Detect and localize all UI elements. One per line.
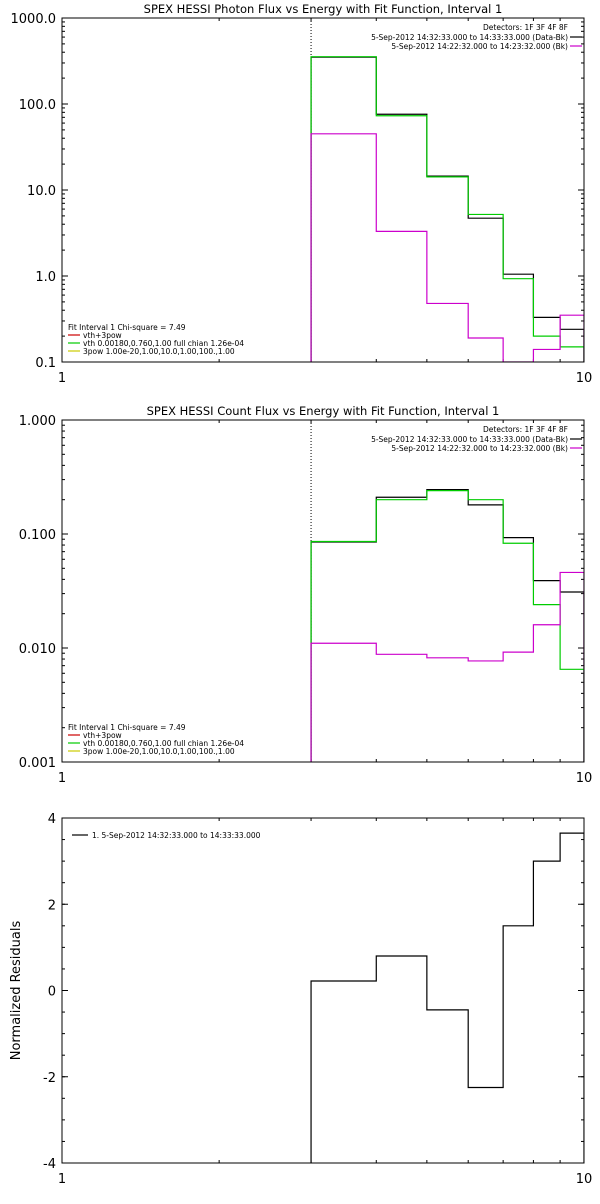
- series-line-1: [310, 832, 584, 1163]
- x-tick-label: 10: [576, 771, 593, 786]
- y-tick-label: -2: [43, 1071, 56, 1086]
- legend-entry: 5-Sep-2012 14:32:33.000 to 14:33:33.000 …: [371, 435, 568, 444]
- y-tick-label: 4: [48, 812, 56, 827]
- plot-frame: [61, 419, 585, 763]
- minor-ticks: [62, 817, 584, 1164]
- x-tick-label: 1: [58, 771, 66, 786]
- chart-3: 1 10 -4 -2 0 2 4 Normalized Residuals 1. 5-Sep-2…: [9, 812, 592, 1187]
- series-line-3: [310, 133, 584, 362]
- legend-header: Detectors: 1F 3F 4F 8F: [483, 23, 568, 32]
- y-tick-label: 1.000: [19, 414, 56, 429]
- minor-ticks: [62, 18, 584, 362]
- y-tick-label: 0.100: [19, 528, 56, 543]
- data-layer: [310, 420, 584, 762]
- series-line-3: [310, 571, 584, 762]
- chart-title: SPEX HESSI Count Flux vs Energy with Fit…: [147, 404, 500, 418]
- x-tick-label: 1: [58, 371, 66, 386]
- legend-entry: 5-Sep-2012 14:22:32.000 to 14:23:32.000 …: [391, 42, 568, 51]
- chart-1: SPEX HESSI Photon Flux vs Energy with Fi…: [11, 2, 593, 386]
- legend-top: Detectors: 1F 3F 4F 8F5-Sep-2012 14:32:3…: [371, 23, 582, 51]
- y-tick-label: 10.0: [27, 184, 56, 199]
- legend-top: Detectors: 1F 3F 4F 8F5-Sep-2012 14:32:3…: [371, 425, 582, 453]
- y-tick-label: 0.001: [19, 756, 56, 771]
- legend-header: Detectors: 1F 3F 4F 8F: [483, 425, 568, 434]
- plot-frame: [61, 17, 585, 363]
- series-line-1: [310, 56, 584, 362]
- legend-entry: 1. 5-Sep-2012 14:32:33.000 to 14:33:33.0…: [92, 831, 261, 840]
- legend-entry: 5-Sep-2012 14:32:33.000 to 14:33:33.000 …: [371, 33, 568, 42]
- chart-2: SPEX HESSI Count Flux vs Energy with Fit…: [19, 404, 592, 786]
- series-line-1: [310, 489, 584, 762]
- minor-ticks: [62, 420, 584, 762]
- legend-top: 1. 5-Sep-2012 14:32:33.000 to 14:33:33.0…: [72, 831, 261, 840]
- y-tick-label: 1.0: [35, 270, 56, 285]
- legend-entry: vth 0.00180,0.760,1.00 full chian 1.26e-…: [83, 739, 244, 748]
- legend-entry: 5-Sep-2012 14:22:32.000 to 14:23:32.000 …: [391, 444, 568, 453]
- y-tick-label: -4: [43, 1157, 56, 1172]
- x-tick-label: 10: [576, 1172, 593, 1187]
- series-line-2: [310, 490, 584, 762]
- y-tick-label: 0.1: [35, 356, 56, 371]
- data-layer: [310, 832, 584, 1163]
- x-tick-label: 10: [576, 371, 593, 386]
- y-tick-label: 2: [48, 898, 56, 913]
- y-tick-label: 100.0: [19, 98, 56, 113]
- x-tick-label: 1: [58, 1172, 66, 1187]
- legend-entry: 3pow 1.00e-20,1.00,10.0,1.00,100.,1.00: [83, 747, 235, 756]
- major-ticks: [61, 419, 585, 763]
- plot-frame: [61, 817, 585, 1164]
- y-axis-label: Normalized Residuals: [9, 921, 24, 1061]
- legend-bottom: Fit Interval 1 Chi-square = 7.49vth+3pow…: [68, 723, 244, 756]
- legend-header: Fit Interval 1 Chi-square = 7.49: [68, 723, 186, 732]
- y-tick-label: 0: [48, 985, 56, 1000]
- legend-bottom: Fit Interval 1 Chi-square = 7.49vth+3pow…: [68, 323, 244, 356]
- chart-title: SPEX HESSI Photon Flux vs Energy with Fi…: [144, 2, 503, 16]
- y-tick-label: 0.010: [19, 642, 56, 657]
- legend-entry: vth+3pow: [83, 731, 122, 740]
- legend-entry: vth 0.00180,0.760,1.00 full chian 1.26e-…: [83, 339, 244, 348]
- major-ticks: [61, 17, 585, 363]
- legend-entry: 3pow 1.00e-20,1.00,10.0,1.00,100.,1.00: [83, 347, 235, 356]
- data-layer: [310, 18, 584, 362]
- major-ticks: [61, 817, 585, 1164]
- y-tick-label: 1000.0: [11, 12, 57, 27]
- legend-entry: vth+3pow: [83, 331, 122, 340]
- legend-header: Fit Interval 1 Chi-square = 7.49: [68, 323, 186, 332]
